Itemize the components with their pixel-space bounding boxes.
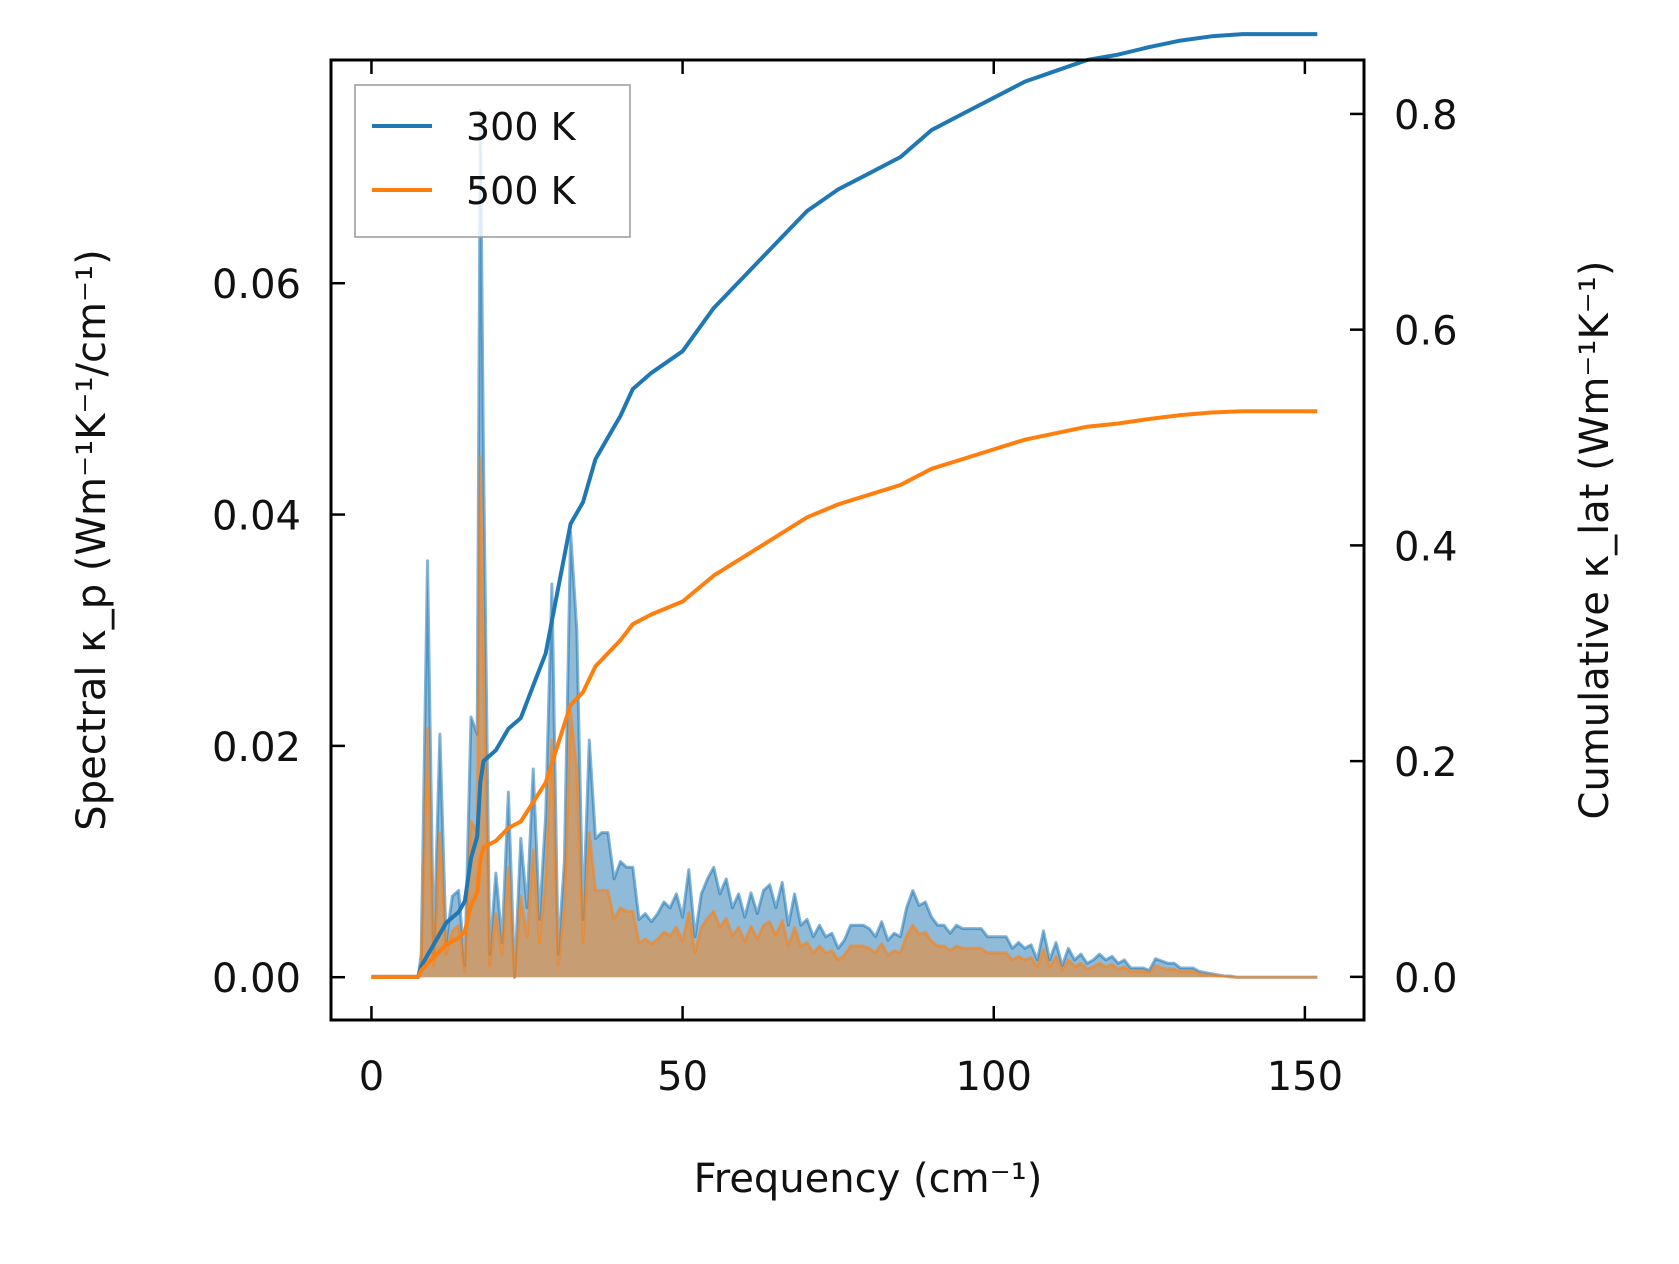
x-tick-label: 100 bbox=[956, 1054, 1032, 1100]
y-tick-label-right: 0.2 bbox=[1394, 740, 1458, 786]
y-axis-label-right: Cumulative κ_lat (Wm⁻¹K⁻¹) bbox=[1572, 261, 1618, 820]
legend-label-500k: 500 K bbox=[466, 169, 577, 213]
y-tick-label-left: 0.04 bbox=[212, 494, 301, 540]
cumulative-line-500k bbox=[371, 409, 1318, 979]
y-tick-label-right: 0.0 bbox=[1394, 956, 1458, 1002]
x-axis-label: Frequency (cm⁻¹) bbox=[694, 1156, 1043, 1202]
x-tick-label: 0 bbox=[359, 1054, 384, 1100]
x-tick-label: 50 bbox=[657, 1054, 708, 1100]
series-layer bbox=[371, 32, 1318, 979]
cumulative-line-300k bbox=[371, 32, 1318, 979]
legend: 300 K 500 K bbox=[354, 84, 631, 238]
y-tick-label-right: 0.6 bbox=[1394, 309, 1458, 355]
y-axis-label-left: Spectral κ_p (Wm⁻¹K⁻¹/cm⁻¹) bbox=[69, 249, 115, 830]
spectral-line-500k bbox=[371, 455, 1318, 979]
y-tick-label-left: 0.06 bbox=[212, 262, 301, 308]
plot-frame bbox=[329, 58, 1366, 1022]
y-tick-label-left: 0.02 bbox=[212, 725, 301, 771]
y-tick-label-right: 0.8 bbox=[1394, 93, 1458, 139]
spectral-line-300k bbox=[371, 108, 1318, 979]
y-tick-label-right: 0.4 bbox=[1394, 524, 1458, 570]
legend-label-300k: 300 K bbox=[466, 105, 577, 149]
x-tick-label: 150 bbox=[1267, 1054, 1343, 1100]
legend-box bbox=[354, 84, 631, 238]
y-tick-label-left: 0.00 bbox=[212, 956, 301, 1002]
axes-layer: 0 50 100 150 0.00 0.02 0.04 0.06 0.0 0.2 0.4 0.6 0.8 bbox=[212, 60, 1458, 1100]
